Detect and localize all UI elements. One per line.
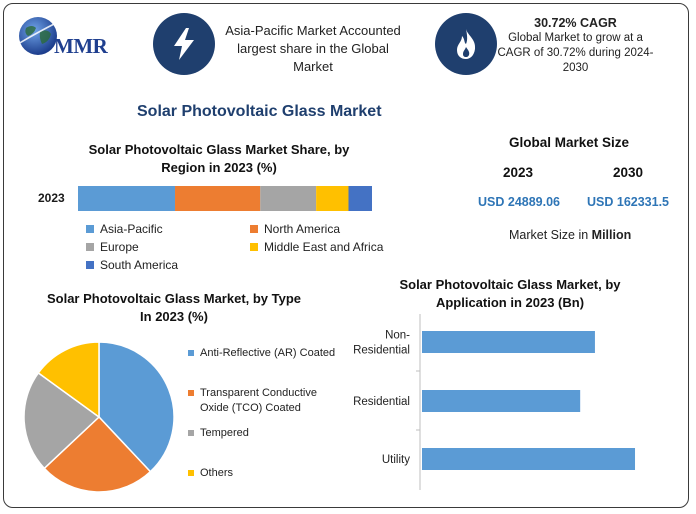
header-icon-circle-2	[435, 13, 497, 75]
logo-text: MMR	[54, 34, 108, 58]
pie-slice-others	[37, 342, 100, 419]
region-bar-segment-middle-east-and-africa	[316, 186, 349, 211]
application-bar-chart: Non-Residential Residential Utility	[353, 314, 636, 490]
legend-swatch	[250, 225, 258, 233]
region-legend-item: North America	[250, 222, 340, 236]
unit-prefix: Market Size in	[509, 228, 592, 242]
type-pie-chart	[24, 342, 174, 492]
type-legend: Anti-Reflective (AR) Coated Transparent C…	[188, 346, 348, 486]
legend-label: Others	[200, 467, 234, 479]
legend-swatch	[188, 430, 194, 436]
region-legend-item: Asia-Pacific	[86, 222, 163, 236]
type-legend-item: Transparent Conductive Oxide (TCO) Coate…	[188, 386, 338, 416]
legend-label: Middle East and Africa	[264, 240, 384, 254]
global-market-year-2023: 2023	[503, 165, 534, 180]
application-chart-title: Solar Photovoltaic Glass Market, by Appl…	[399, 277, 621, 310]
type-chart-title: Solar Photovoltaic Glass Market, by Type…	[46, 291, 302, 324]
region-legend-item: Europe	[86, 240, 139, 254]
globe-icon	[17, 17, 59, 55]
flame-icon	[457, 29, 476, 59]
legend-label: Tempered	[200, 427, 249, 439]
region-legend-item: Middle East and Africa	[250, 240, 383, 254]
header-icon-circle-1	[153, 13, 215, 75]
header-box1-text: Asia-Pacific Market Accounted largest sh…	[225, 23, 401, 74]
legend-label: Asia-Pacific	[100, 222, 163, 236]
legend-swatch	[250, 243, 258, 251]
global-market-year-2030: 2030	[613, 165, 644, 180]
type-legend-item: Tempered	[188, 426, 338, 441]
header-box2: 30.72% CAGR Global Market to grow at a C…	[493, 15, 658, 76]
global-market-value-2023: USD 24889.06	[478, 195, 561, 209]
application-bar-non-residential	[422, 331, 595, 353]
legend-label: South America	[100, 258, 179, 272]
region-chart-title: Solar Photovoltaic Glass Market Share, b…	[88, 142, 350, 175]
application-tick-label: Utility	[382, 454, 410, 466]
type-legend-item: Others	[188, 466, 338, 481]
region-legend: Asia-Pacific North America Europe Middle Ea…	[86, 222, 416, 276]
pie-slice-transparent-conductive-oxide-tco-coated	[43, 415, 152, 492]
legend-label: North America	[264, 222, 341, 236]
region-bar-segment-north-america	[175, 186, 261, 211]
region-bar-segment-asia-pacific	[78, 186, 176, 211]
legend-swatch	[86, 261, 94, 269]
region-year-label: 2023	[38, 191, 65, 205]
type-legend-item: Anti-Reflective (AR) Coated	[188, 346, 338, 361]
legend-label: Anti-Reflective (AR) Coated	[200, 347, 336, 359]
infographic-frame	[3, 3, 689, 508]
region-stacked-bar	[78, 186, 372, 211]
legend-swatch	[188, 350, 194, 356]
pie-slice-tempered	[24, 371, 101, 470]
legend-swatch	[86, 243, 94, 251]
legend-swatch	[86, 225, 94, 233]
region-legend-item: South America	[86, 258, 178, 272]
region-bar-segment-europe	[260, 186, 317, 211]
pie-slice-anti-reflective-ar-coated	[98, 342, 174, 473]
application-bar-utility	[422, 448, 636, 470]
legend-label: Europe	[100, 240, 139, 254]
application-bar-residential	[422, 390, 581, 412]
main-title: Solar Photovoltaic Glass Market	[137, 103, 382, 120]
legend-label: Transparent Conductive Oxide (TCO) Coate…	[200, 387, 317, 414]
logo: MMR	[14, 14, 124, 58]
region-bar-segment-south-america	[348, 186, 372, 211]
cagr-title: 30.72% CAGR	[534, 16, 617, 30]
lightning-icon	[174, 28, 194, 60]
unit-bold: Million	[591, 228, 632, 242]
legend-swatch	[188, 390, 194, 396]
global-market-unit: Market Size in Million	[509, 228, 631, 242]
cagr-text: Global Market to grow at a CAGR of 30.72…	[497, 32, 654, 74]
global-market-value-2030: USD 162331.5	[587, 195, 670, 209]
legend-swatch	[188, 470, 194, 476]
application-tick-label: Non-Residential	[353, 330, 410, 357]
application-tick-label: Residential	[353, 396, 410, 408]
global-market-title: Global Market Size	[509, 135, 630, 150]
